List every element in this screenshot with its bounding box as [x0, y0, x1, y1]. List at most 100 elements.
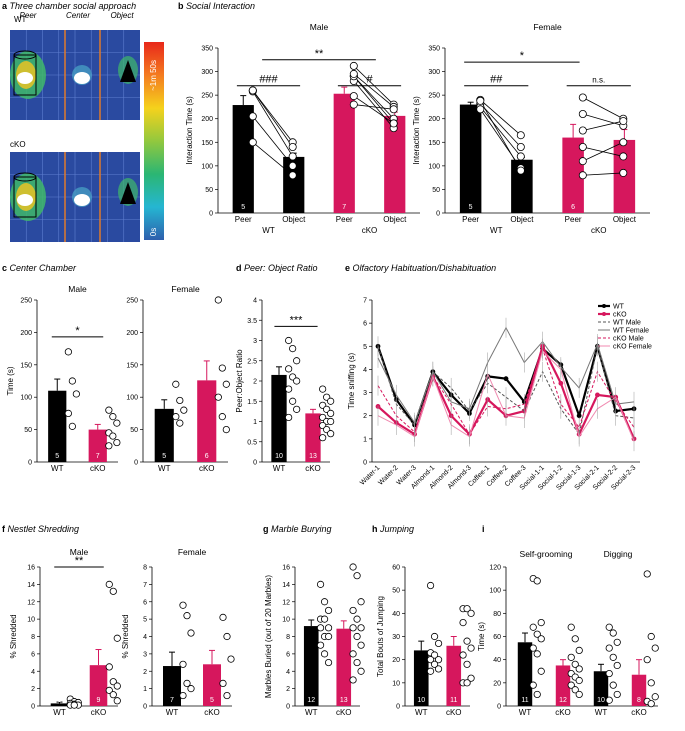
data-point	[533, 650, 541, 658]
pair-line	[480, 106, 522, 157]
y-axis-label: Time (s)	[477, 622, 486, 651]
data-point	[430, 651, 439, 659]
x-tick-label: WT	[273, 464, 286, 473]
legend-label: WT	[613, 304, 625, 311]
panel-letter: g	[263, 524, 271, 534]
x-tick-label: Object	[510, 215, 534, 224]
x-tick-label: cKO	[204, 708, 220, 717]
y-tick-label: 6	[363, 321, 367, 328]
data-point	[179, 691, 187, 700]
y-tick-label: 16	[282, 565, 290, 572]
data-point	[248, 112, 257, 121]
data-point	[430, 632, 439, 641]
y-tick-label: 0	[396, 704, 400, 711]
significance-label: ***	[290, 314, 304, 326]
bar	[88, 429, 107, 462]
pair-line	[582, 141, 624, 162]
significance-label: n.s.	[592, 76, 605, 85]
y-axis-label: Time (s)	[6, 366, 15, 395]
y-axis-label: Total Bouts of Jumping	[376, 596, 385, 677]
bar	[517, 642, 533, 706]
data-point	[463, 605, 471, 613]
panel-title: d Peer: Object Ratio	[236, 263, 318, 273]
data-point	[214, 296, 222, 304]
y-tick-label: 100	[428, 163, 440, 170]
y-tick-label: 12	[27, 599, 35, 606]
data-point	[293, 405, 301, 413]
y-tick-label: 200	[126, 330, 138, 337]
y-tick-label: 6	[31, 651, 35, 658]
y-tick-label: 5	[363, 344, 367, 351]
y-tick-label: 3	[143, 651, 147, 658]
pair-line	[353, 76, 394, 124]
data-point	[426, 667, 435, 675]
data-point	[476, 105, 485, 114]
x-tick-label: Peer	[235, 215, 252, 224]
pair-line	[252, 141, 293, 176]
y-tick-label: 2	[363, 413, 367, 420]
data-point	[349, 100, 358, 109]
data-point	[349, 606, 357, 615]
data-point	[349, 563, 357, 571]
data-point	[567, 681, 575, 689]
series-marker	[558, 380, 564, 386]
y-tick-label: 150	[428, 140, 440, 147]
data-point	[187, 685, 195, 693]
bar	[555, 665, 571, 706]
data-point	[176, 419, 184, 427]
y-tick-label: 6	[286, 651, 290, 658]
data-point	[533, 690, 541, 699]
data-point	[578, 110, 587, 119]
data-point	[353, 658, 361, 667]
data-point	[327, 397, 335, 405]
data-point	[578, 126, 587, 135]
significance-label: **	[315, 48, 324, 60]
data-point	[613, 690, 621, 699]
data-point	[319, 385, 327, 393]
data-point	[575, 665, 583, 673]
data-point	[176, 396, 184, 405]
data-point	[183, 612, 191, 620]
data-point	[113, 682, 121, 690]
group-label: WT	[262, 226, 275, 235]
n-label: 5	[241, 204, 245, 211]
panel-title: e Olfactory Habituation/Dishabituation	[345, 263, 496, 273]
data-point	[516, 166, 525, 175]
n-label: 11	[521, 697, 528, 704]
bar	[283, 156, 305, 213]
x-tick-label: WT	[595, 708, 608, 717]
zone-label: Object	[110, 11, 134, 20]
data-point	[223, 691, 231, 700]
n-label: 5	[55, 453, 59, 460]
n-label: 9	[97, 697, 101, 704]
data-point	[643, 570, 651, 578]
data-point	[105, 580, 113, 588]
data-point	[537, 667, 545, 675]
y-tick-label: 2.5	[247, 358, 257, 365]
pair-line	[252, 91, 294, 157]
y-tick-label: 200	[428, 116, 440, 123]
y-axis-label: Peer:Object Ratio	[235, 349, 244, 413]
data-point	[434, 656, 443, 664]
data-point	[571, 660, 579, 668]
data-point	[316, 624, 325, 632]
y-tick-label: 6	[143, 599, 147, 606]
pair-line	[479, 100, 522, 171]
y-tick-label: 0	[497, 704, 501, 711]
bar	[305, 413, 321, 462]
data-point	[467, 609, 475, 617]
n-label: 5	[469, 204, 473, 211]
y-tick-label: 30	[392, 634, 400, 641]
panel-letter: c	[2, 263, 10, 273]
data-point	[434, 665, 443, 673]
x-tick-label: cKO	[446, 708, 462, 717]
panel-subtitle: Male	[310, 22, 329, 32]
peer-cage-top	[13, 172, 37, 182]
panel-title-text: Social Interaction	[186, 1, 255, 11]
data-point	[619, 117, 628, 126]
n-label: 10	[275, 453, 283, 460]
data-point	[463, 679, 471, 687]
pair-line	[480, 99, 522, 136]
data-point	[349, 676, 357, 684]
y-axis-label: Time sniffing (s)	[347, 352, 356, 409]
